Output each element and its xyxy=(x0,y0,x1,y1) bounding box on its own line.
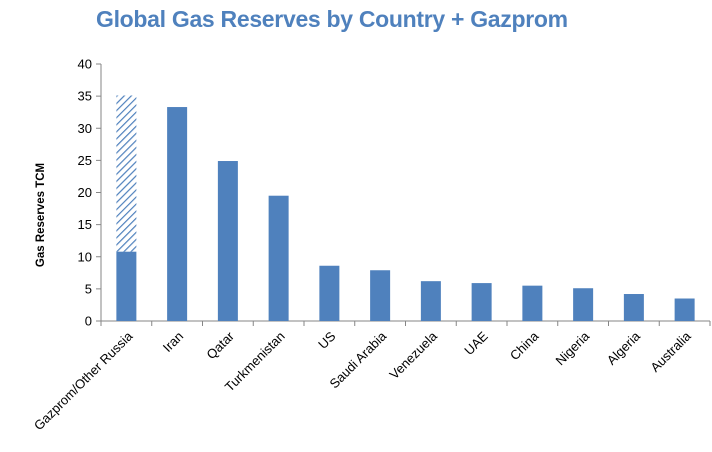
bar xyxy=(420,281,441,321)
y-tick-label: 0 xyxy=(85,314,92,329)
y-tick-label: 30 xyxy=(78,121,92,136)
bar xyxy=(573,288,594,321)
x-tick-label: Australia xyxy=(647,328,694,375)
x-tick-label: Nigeria xyxy=(553,328,593,368)
y-tick-label: 5 xyxy=(85,281,92,296)
bars xyxy=(116,95,695,321)
y-tick-label: 15 xyxy=(78,217,92,232)
y-tick-label: 40 xyxy=(78,57,92,72)
y-tick-label: 35 xyxy=(78,89,92,104)
y-tick-label: 10 xyxy=(78,249,92,264)
x-axis: Gazprom/Other Russia Iran QatarTurkmenista… xyxy=(31,320,711,433)
y-tick-label: 20 xyxy=(78,185,92,200)
y-axis: 0 5 10 15 20 25 30 35 40 xyxy=(78,57,102,329)
x-tick-label: Algeria xyxy=(604,328,644,368)
bar xyxy=(471,283,492,321)
x-tick-label: Qatar xyxy=(203,328,237,362)
bar xyxy=(116,251,137,321)
y-tick-label: 25 xyxy=(78,153,92,168)
x-tick-label: UAE xyxy=(461,328,491,358)
bar xyxy=(217,161,238,321)
bar xyxy=(674,298,695,321)
bar xyxy=(268,195,289,321)
bar xyxy=(319,265,340,321)
bar xyxy=(623,294,644,321)
bar-hatched-segment xyxy=(116,95,137,252)
bar xyxy=(370,270,391,321)
x-tick-label: Iran xyxy=(160,329,186,355)
bar xyxy=(522,285,543,321)
x-tick-label: Venezuela xyxy=(386,328,440,382)
x-tick-label: China xyxy=(507,328,542,363)
bar xyxy=(167,107,188,321)
chart-title: Global Gas Reserves by Country + Gazprom xyxy=(96,6,568,32)
x-tick-label: US xyxy=(315,328,339,352)
x-tick-label: Gazprom/Other Russia xyxy=(31,328,136,433)
y-axis-label: Gas Reserves TCM xyxy=(35,163,47,267)
